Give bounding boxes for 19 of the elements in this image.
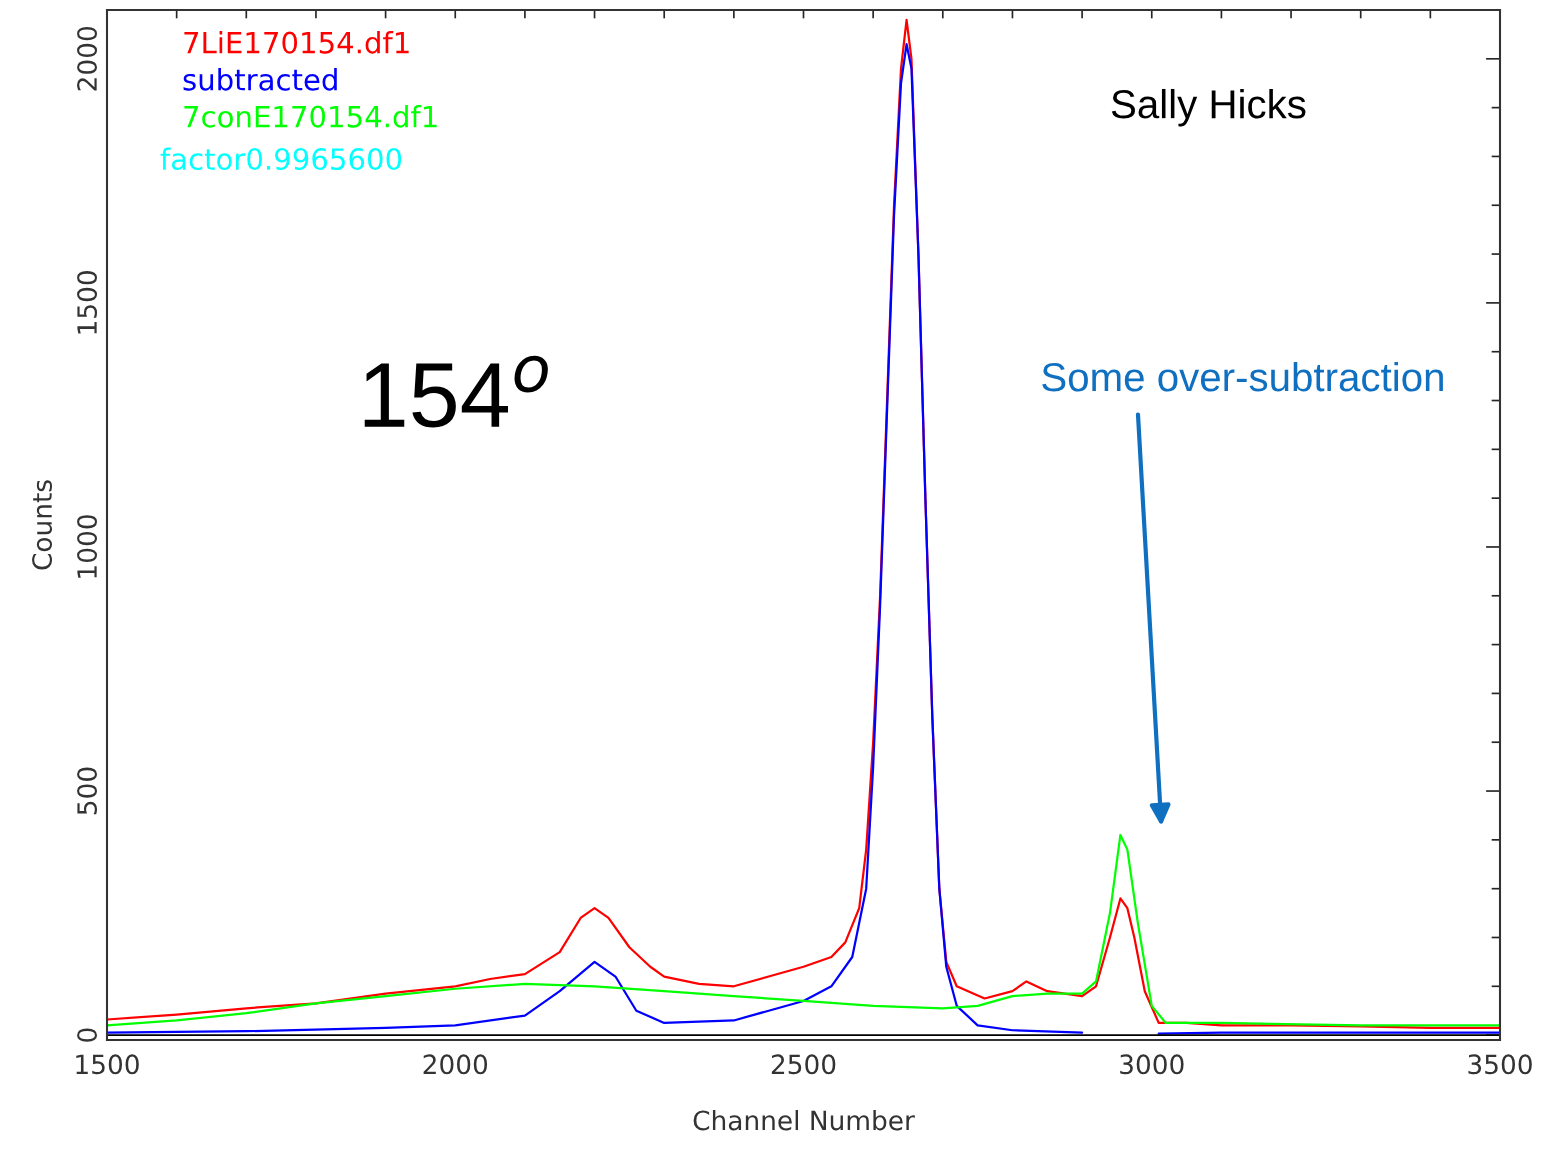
x-tick-label: 2500 bbox=[771, 1054, 836, 1075]
text: 7conE170154.df1 bbox=[184, 105, 437, 128]
y-axis-title: Counts bbox=[32, 480, 53, 570]
y-tick-label: 1000 bbox=[77, 515, 98, 578]
annotation: Sally Hicks bbox=[1111, 88, 1306, 127]
annotation: Some over-subtraction bbox=[1042, 361, 1443, 392]
text: subtracted bbox=[183, 68, 337, 91]
y-tick-label: 0 bbox=[77, 1028, 98, 1042]
annotation: factor0.9965600 bbox=[160, 147, 402, 171]
y-tick-label: 1500 bbox=[77, 271, 98, 334]
annotation: 154$^{o}$ bbox=[364, 355, 548, 428]
x-tick-label: 2000 bbox=[423, 1054, 488, 1075]
line-series bbox=[107, 833, 1500, 1027]
text: 7LiE170154.df1 bbox=[184, 31, 409, 54]
x-tick-label: 3000 bbox=[1120, 1054, 1184, 1075]
y-tick-label: 500 bbox=[77, 767, 98, 815]
x-tick-label: 3500 bbox=[1468, 1054, 1532, 1075]
y-tick-label: 2000 bbox=[77, 26, 98, 91]
x-axis-title: Channel Number bbox=[693, 1109, 915, 1131]
